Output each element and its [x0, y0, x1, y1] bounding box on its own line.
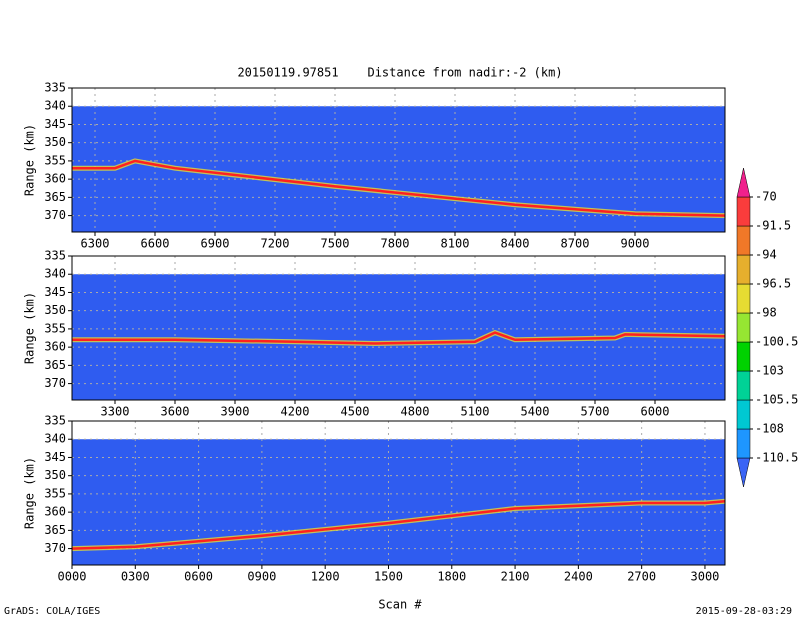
colorbar-label: -98	[755, 306, 777, 320]
x-tick-label: 1200	[311, 570, 340, 584]
surface-line	[72, 331, 726, 345]
y-tick-label: 345	[44, 285, 66, 299]
x-tick-label: 3000	[691, 570, 720, 584]
radar-field	[72, 274, 725, 400]
colorbar-label: -91.5	[755, 219, 791, 233]
y-tick-label: 370	[44, 208, 66, 222]
footer-left: GrADS: COLA/IGES	[4, 606, 100, 617]
y-tick-label: 365	[44, 523, 66, 537]
y-tick-label: 365	[44, 358, 66, 372]
x-tick-label: 8700	[561, 237, 590, 251]
y-tick-label: 335	[44, 414, 66, 428]
y-tick-label: 350	[44, 135, 66, 149]
x-tick-label: 6900	[201, 237, 230, 251]
colorbar-swatch	[736, 225, 751, 256]
x-tick-label: 7500	[321, 237, 350, 251]
x-tick-label: 2100	[501, 570, 530, 584]
y-tick-label: 355	[44, 486, 66, 500]
x-tick-label: 7800	[381, 237, 410, 251]
colorbar-swatch	[736, 370, 751, 401]
y-tick-label: 350	[44, 303, 66, 317]
y-tick-label: 365	[44, 190, 66, 204]
colorbar-label: -100.5	[755, 335, 798, 349]
colorbar-swatch	[736, 341, 751, 372]
y-tick-label: 345	[44, 450, 66, 464]
chart-title: 20150119.97851 Distance from nadir:-2 (k…	[237, 66, 562, 80]
colorbar-swatch	[736, 254, 751, 285]
y-tick-label: 340	[44, 432, 66, 446]
colorbar-swatch	[736, 283, 751, 314]
y-tick-label: 355	[44, 321, 66, 335]
x-tick-label: 4800	[401, 405, 430, 419]
plot-frame	[71, 420, 726, 566]
y-tick-label: 360	[44, 340, 66, 354]
y-axis-label: Range (km)	[23, 124, 37, 196]
x-tick-label: 5100	[461, 405, 490, 419]
x-tick-label: 8400	[501, 237, 530, 251]
colorbar-label: -105.5	[755, 393, 798, 407]
x-tick-label: 5400	[521, 405, 550, 419]
y-tick-label: 360	[44, 172, 66, 186]
x-tick-label: 8100	[441, 237, 470, 251]
y-tick-label: 360	[44, 505, 66, 519]
x-tick-label: 0900	[247, 570, 276, 584]
colorbar-label: -103	[755, 364, 784, 378]
x-axis-label: Scan #	[378, 598, 422, 612]
x-tick-label: 0600	[184, 570, 213, 584]
plot-frame	[71, 255, 726, 401]
colorbar-label: -94	[755, 248, 777, 262]
surface-line	[71, 499, 726, 550]
colorbar-label: -108	[755, 422, 784, 436]
x-tick-label: 4200	[281, 405, 310, 419]
y-tick-label: 345	[44, 117, 66, 131]
x-tick-label: 2700	[627, 570, 656, 584]
y-tick-label: 340	[44, 99, 66, 113]
x-tick-label: 2400	[564, 570, 593, 584]
colorbar-triangle	[736, 167, 751, 198]
x-tick-label: 3300	[101, 405, 130, 419]
colorbar-label: -110.5	[755, 451, 798, 465]
colorbar-swatch	[736, 312, 751, 343]
y-tick-label: 370	[44, 541, 66, 555]
y-tick-label: 350	[44, 468, 66, 482]
y-tick-label: 340	[44, 267, 66, 281]
x-tick-label: 4500	[341, 405, 370, 419]
surface-line	[72, 159, 726, 217]
colorbar-swatch	[736, 196, 751, 227]
colorbar-label: -70	[755, 190, 777, 204]
x-tick-label: 6000	[641, 405, 670, 419]
y-axis-label: Range (km)	[23, 457, 37, 529]
x-tick-label: 0300	[121, 570, 150, 584]
x-tick-label: 1800	[437, 570, 466, 584]
x-tick-label: 9000	[621, 237, 650, 251]
plot-frame	[71, 87, 726, 233]
y-tick-label: 355	[44, 153, 66, 167]
x-tick-label: 3600	[161, 405, 190, 419]
colorbar-triangle	[736, 457, 751, 488]
x-tick-label: 6600	[141, 237, 170, 251]
footer-right: 2015-09-28-03:29	[696, 606, 792, 617]
y-tick-label: 370	[44, 376, 66, 390]
x-tick-label: 3900	[221, 405, 250, 419]
x-tick-label: 0000	[58, 570, 87, 584]
y-axis-label: Range (km)	[23, 292, 37, 364]
y-tick-label: 335	[44, 249, 66, 263]
y-tick-label: 335	[44, 81, 66, 95]
colorbar-swatch	[736, 428, 751, 459]
x-tick-label: 1500	[374, 570, 403, 584]
x-tick-label: 6300	[81, 237, 110, 251]
colorbar-label: -96.5	[755, 277, 791, 291]
x-tick-label: 7200	[261, 237, 290, 251]
colorbar-swatch	[736, 399, 751, 430]
x-tick-label: 5700	[581, 405, 610, 419]
